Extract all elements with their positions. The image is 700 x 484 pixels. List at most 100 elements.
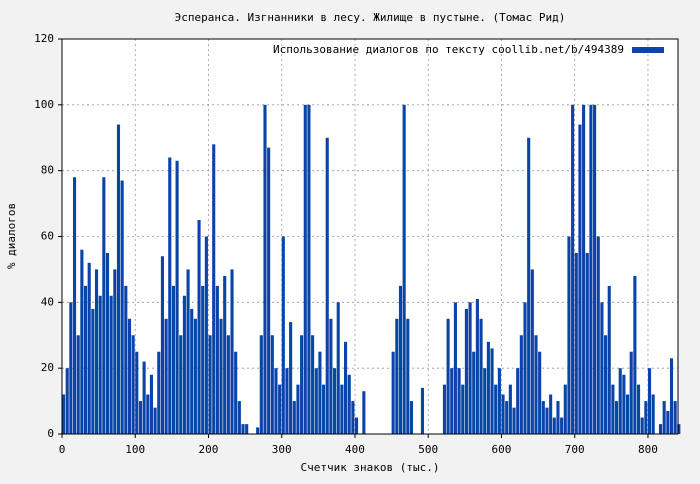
bar [208,335,212,434]
bar [160,256,164,434]
y-tick-label: 80 [41,164,54,177]
bar [644,401,648,434]
bar [662,401,666,434]
bar [340,384,344,434]
bar [325,137,329,434]
bar [65,368,69,434]
bar [622,374,626,434]
bar [666,410,670,434]
x-tick-label: 300 [272,443,292,456]
bar [611,384,615,434]
bar [629,351,633,434]
bar [618,368,622,434]
bar [494,384,498,434]
bar [153,407,157,434]
bar [589,104,593,434]
bar [98,295,102,434]
bar [336,302,340,434]
bar [171,285,175,434]
bar [135,351,139,434]
bar [124,285,128,434]
bar [446,318,450,434]
bar [516,368,520,434]
bar [311,335,315,434]
bar [245,424,249,434]
bar [560,417,564,434]
bar [146,394,150,434]
bar [116,124,121,434]
bar [677,424,681,434]
bar [563,384,567,434]
y-tick-label: 120 [34,32,54,45]
bar [102,177,106,434]
bar [593,104,597,434]
bar [351,401,355,434]
bar [230,269,234,434]
bar [574,252,578,434]
bar [307,104,311,434]
bar [541,401,545,434]
y-tick-label: 40 [41,295,54,308]
bar [190,308,194,434]
bar [600,302,604,434]
bar [91,308,95,434]
bar [519,335,523,434]
bar [80,249,84,434]
bar [640,417,644,434]
bar [237,401,241,434]
bar [226,335,230,434]
x-tick-label: 200 [199,443,219,456]
bar [450,368,454,434]
bar [278,384,282,434]
bar [204,236,208,434]
bar [69,302,73,434]
bar [647,368,652,434]
bar [179,335,183,434]
bar [322,384,326,434]
bar [578,124,582,434]
bar [669,358,674,434]
bar [552,417,556,434]
bar [475,299,479,434]
bar [486,341,490,434]
bar [303,104,307,434]
bar [263,104,267,434]
bar [571,104,575,434]
bar [545,407,549,434]
x-tick-label: 600 [492,443,512,456]
bar [109,295,113,434]
bar [138,401,143,434]
bar [72,177,77,434]
y-tick-label: 20 [41,361,54,374]
bar [201,285,205,434]
legend-label: Использование диалогов по тексту coollib… [273,43,624,56]
bar [131,335,135,434]
bar [113,269,117,434]
bar [168,157,172,434]
bar [343,341,348,434]
bar [281,236,285,434]
chart-title: Эсперанса. Изгнанники в лесу. Жилище в п… [175,11,566,24]
bar [409,401,414,434]
x-tick-label: 700 [565,443,585,456]
bar [442,384,446,434]
bar [259,335,263,434]
bar [274,368,278,434]
bar [120,180,124,434]
y-axis-label: % диалогов [5,203,18,269]
bar [538,351,542,434]
bar [633,276,637,434]
bar [464,308,468,434]
bar [329,318,333,434]
bar [94,269,99,434]
x-axis-label: Счетчик знаков (тыс.) [300,461,439,474]
bar [149,374,154,434]
bar [314,368,318,434]
bar [651,394,655,434]
x-tick-label: 400 [345,443,365,456]
bar [285,368,289,434]
bar [83,285,88,434]
bar [549,394,553,434]
bar [241,424,245,434]
x-tick-label: 500 [418,443,438,456]
